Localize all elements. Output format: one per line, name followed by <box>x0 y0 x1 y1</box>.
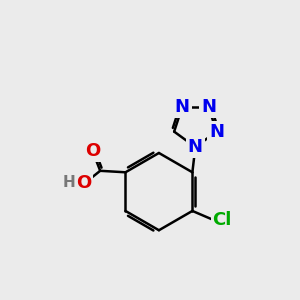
Text: N: N <box>175 98 190 116</box>
Text: O: O <box>85 142 100 160</box>
Text: Cl: Cl <box>212 211 232 229</box>
Text: N: N <box>201 98 216 116</box>
Text: N: N <box>209 123 224 141</box>
Text: O: O <box>76 174 92 192</box>
Text: N: N <box>188 138 203 156</box>
Text: H: H <box>63 175 75 190</box>
